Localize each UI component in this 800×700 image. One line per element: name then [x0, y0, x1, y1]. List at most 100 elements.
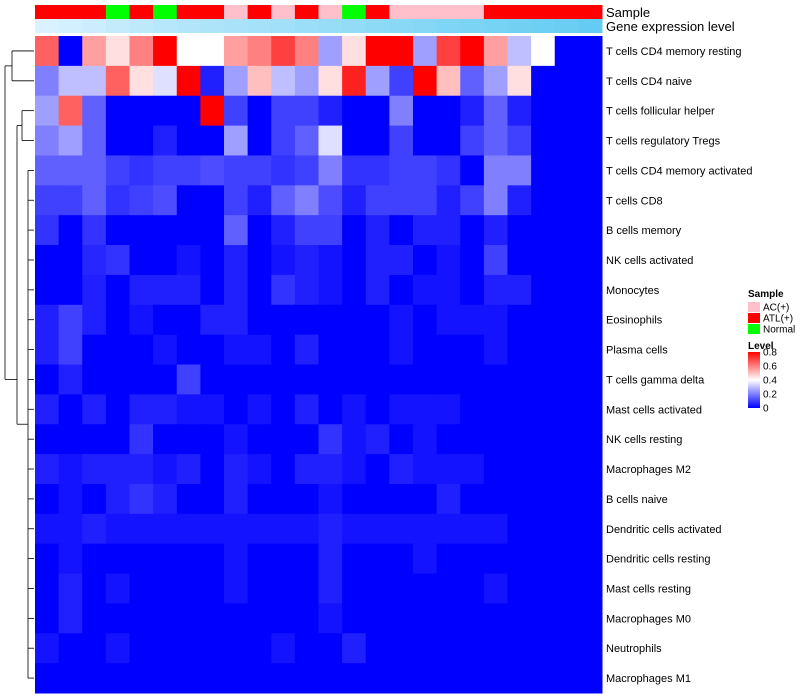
heatmap-cell	[483, 334, 508, 365]
heatmap-cell	[318, 513, 343, 545]
heatmap-cell	[436, 274, 461, 306]
heatmap-cell	[389, 543, 414, 575]
heatmap-cell	[483, 304, 508, 336]
heatmap-cell	[436, 155, 461, 186]
heatmap-cell	[105, 543, 130, 575]
heatmap-cell	[224, 65, 249, 97]
heatmap-cell	[531, 663, 556, 694]
row-label: Macrophages M2	[606, 464, 691, 476]
heatmap-cell	[389, 125, 414, 156]
heatmap-cell	[224, 483, 249, 515]
heatmap-cell	[82, 125, 107, 156]
heatmap-cell	[483, 483, 508, 515]
legend-level-title: Level	[748, 341, 774, 352]
heatmap-cell	[389, 185, 414, 216]
heatmap-cell	[224, 125, 249, 156]
sample-track-cell	[507, 5, 532, 19]
heatmap-cell	[460, 424, 485, 455]
heatmap-cell	[531, 633, 556, 664]
heatmap-cell	[247, 483, 272, 515]
heatmap-cell	[153, 65, 178, 97]
heatmap-cell	[460, 364, 485, 395]
heatmap-cell	[413, 573, 438, 604]
heatmap-cell	[247, 125, 272, 156]
sample-track-cell	[105, 5, 130, 19]
heatmap-cell	[153, 334, 178, 365]
sample-track-cell	[460, 5, 485, 19]
heatmap-cell	[105, 394, 130, 425]
heatmap-cell	[224, 603, 249, 634]
heatmap-cell	[224, 36, 249, 67]
heatmap-cell	[176, 633, 201, 664]
heatmap-cell	[460, 334, 485, 365]
heatmap-cell	[389, 573, 414, 604]
heatmap-cell	[531, 36, 556, 67]
sample-track-cell	[389, 5, 414, 19]
heatmap-cell	[413, 155, 438, 186]
heatmap-cell	[105, 663, 130, 694]
track-label-expression: Gene expression level	[606, 19, 735, 34]
heatmap-cell	[200, 274, 225, 306]
heatmap-cell	[153, 274, 178, 306]
heatmap-cell	[342, 364, 367, 395]
heatmap-cell	[578, 304, 603, 336]
heatmap-cell	[247, 394, 272, 425]
heatmap-cell	[82, 603, 107, 634]
heatmap-cell	[105, 185, 130, 216]
heatmap-cell	[365, 36, 390, 67]
heatmap-cell	[247, 36, 272, 67]
heatmap-cell	[224, 304, 249, 336]
heatmap-cell	[578, 424, 603, 455]
heatmap-cell	[413, 633, 438, 664]
heatmap-cell	[105, 215, 130, 246]
heatmap-cell	[365, 65, 390, 97]
legend-sample-label: ATL(+)	[763, 314, 793, 325]
expression-track-cell	[342, 19, 367, 33]
legend-level-tick: 0.6	[763, 362, 777, 373]
row-label: T cells regulatory Tregs	[606, 136, 721, 148]
row-label: Macrophages M0	[606, 613, 691, 625]
heatmap-cell	[554, 304, 579, 336]
heatmap-cell	[507, 36, 532, 67]
legend: Sample AC(+)ATL(+)Normal Level 0.8 0.6 0.4…	[748, 289, 795, 415]
heatmap-cell	[531, 155, 556, 186]
heatmap-cell	[247, 95, 272, 127]
heatmap-cell	[554, 573, 579, 604]
sample-track-cell	[224, 5, 249, 19]
expression-track-cell	[436, 19, 461, 33]
heatmap-cell	[507, 603, 532, 634]
heatmap-cell	[531, 95, 556, 127]
row-label: NK cells resting	[606, 434, 682, 446]
heatmap-cell	[342, 245, 367, 276]
heatmap-cell	[436, 663, 461, 694]
heatmap-cell	[105, 513, 130, 545]
heatmap-cell	[35, 513, 60, 545]
heatmap-cell	[578, 603, 603, 634]
heatmap-cell	[200, 36, 225, 67]
heatmap-cell	[271, 543, 296, 575]
heatmap-cell	[460, 36, 485, 67]
expression-track-cell	[153, 19, 178, 33]
heatmap-cell	[200, 95, 225, 127]
heatmap-cell	[129, 304, 154, 336]
heatmap-cell	[35, 334, 60, 365]
heatmap-cell	[554, 424, 579, 455]
heatmap-cell	[82, 95, 107, 127]
heatmap-cell	[507, 364, 532, 395]
heatmap-cell	[129, 543, 154, 575]
heatmap-cell	[342, 334, 367, 365]
heatmap-cell	[531, 304, 556, 336]
heatmap-cell	[224, 215, 249, 246]
heatmap-cell	[554, 454, 579, 485]
expression-track-cell	[507, 19, 532, 33]
heatmap-cell	[578, 394, 603, 425]
heatmap-cell	[176, 245, 201, 276]
heatmap-cell	[58, 304, 83, 336]
expression-track-cell	[531, 19, 556, 33]
heatmap-cell	[105, 454, 130, 485]
heatmap-cell	[247, 215, 272, 246]
heatmap-cell	[271, 394, 296, 425]
heatmap-cell	[82, 334, 107, 365]
heatmap-cell	[105, 573, 130, 604]
heatmap-cell	[247, 245, 272, 276]
